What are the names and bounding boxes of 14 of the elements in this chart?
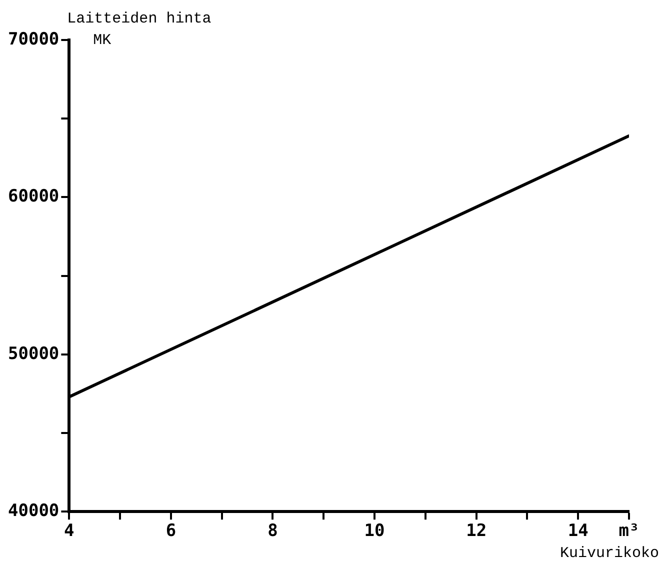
- x-tick-label: 12: [466, 521, 487, 542]
- y-axis-title: Laitteiden hinta: [67, 10, 212, 28]
- x-axis-title: Kuivurikoko: [560, 545, 659, 562]
- x-tick-label: m³: [618, 521, 640, 542]
- x-tick-label: 6: [166, 521, 176, 542]
- x-tick-label: 10: [364, 521, 385, 542]
- y-tick-label: 70000: [8, 29, 60, 50]
- y-tick-label: 50000: [8, 344, 60, 364]
- x-tick-label: 4: [64, 521, 74, 542]
- annotation: MK: [93, 32, 112, 49]
- x-tick-label: 14: [568, 521, 588, 542]
- y-tick-label: 40000: [8, 501, 60, 522]
- x-tick-label: 8: [268, 521, 278, 542]
- y-tick-label: 60000: [8, 186, 60, 207]
